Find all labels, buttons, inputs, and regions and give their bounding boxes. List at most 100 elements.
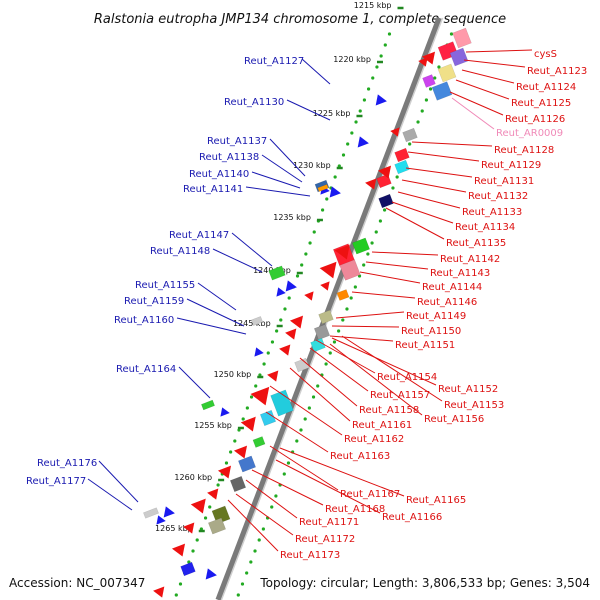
leader-line-right: [331, 325, 400, 328]
gene-arrow-blue: [375, 94, 387, 106]
gene-arrow-red: [171, 543, 186, 557]
track-dot-left: [295, 274, 300, 278]
gene-block: [259, 409, 277, 427]
gene-label-left: Reut_A1159: [124, 296, 184, 307]
gene-block-left: [250, 316, 264, 326]
gene-label-left: Reut_A1155: [135, 280, 195, 291]
track-dot-left: [262, 362, 266, 366]
gene-arrow-red: [421, 51, 436, 65]
track-dot-right: [408, 142, 412, 146]
leader-line-right: [265, 411, 329, 453]
track-dot-right: [424, 98, 428, 102]
topology-label: Topology: circular; Length: 3,806,533 bp…: [259, 576, 590, 590]
track-dot-left: [358, 109, 362, 113]
gene-label-left: Reut_A1148: [150, 246, 210, 257]
track-dot-right: [261, 527, 265, 531]
leader-line-left: [186, 298, 245, 327]
kbp-tick-label: 1260 kbp: [174, 473, 212, 482]
gene-arrow-blue: [205, 568, 217, 580]
leader-line-right: [329, 343, 423, 416]
track-dot-right: [449, 32, 454, 36]
track-dot-left: [350, 131, 354, 135]
leader-line-left: [212, 248, 263, 273]
leader-line-right: [385, 207, 445, 240]
track-dot-left: [325, 197, 329, 201]
track-dot-right: [282, 472, 286, 476]
gene-label-right: Reut_A1172: [295, 534, 355, 545]
gene-label-right: Reut_A1163: [330, 451, 390, 462]
leader-line-left: [245, 186, 311, 197]
gene-label-left: Reut_A1141: [183, 184, 243, 195]
track-dot-right: [257, 538, 261, 542]
gene-arrow-red: [390, 127, 400, 137]
leader-line-right: [235, 493, 294, 536]
track-dot-right: [249, 560, 253, 564]
gene-block-left: [317, 184, 329, 192]
gene-block: [402, 127, 418, 143]
track-dot-right: [303, 417, 307, 421]
gene-block: [294, 357, 310, 373]
gene-label-right: Reut_A1171: [299, 517, 359, 528]
map-body: 1215 kbp 1220 kbp 1225 kbp 1230 kbp 1235 kbp…: [26, 1, 587, 600]
gene-label-left: Reut_A1137: [207, 136, 267, 147]
gene-arrow-red: [267, 370, 279, 382]
leader-line-right: [371, 251, 439, 256]
track-dot-left: [354, 120, 358, 124]
track-dot-left: [379, 54, 383, 58]
kbp-tick-label: 1255 kbp: [194, 421, 232, 430]
track-dot-left: [224, 461, 229, 465]
leader-line-right: [335, 311, 405, 319]
track-dot-left: [249, 395, 254, 399]
gene-block: [270, 389, 294, 417]
leader-line-left: [87, 478, 133, 511]
leader-line-left: [301, 58, 331, 85]
leader-line-left: [178, 366, 211, 399]
leader-line-left: [231, 232, 273, 267]
track-dot-right: [236, 593, 240, 597]
gene-label-right: Reut_A1149: [406, 311, 466, 322]
leader-line-right: [331, 337, 437, 386]
gene-arrow-red: [320, 281, 330, 291]
gene-label-right: Reut_A1123: [527, 66, 587, 77]
track-dot-right: [274, 494, 278, 498]
gene-label-left: Reut_A1130: [224, 97, 284, 108]
gene-arrow-blue: [329, 186, 341, 198]
gene-label-right: cysS: [534, 49, 557, 60]
backbone-highlight: [220, 17, 444, 600]
gene-arrow-red: [418, 57, 428, 67]
track-dot-right: [307, 406, 311, 410]
leader-line-right: [365, 261, 429, 270]
backbone-line: [215, 16, 443, 600]
gene-arrow-blue: [163, 506, 175, 518]
gene-arrow-red: [153, 586, 165, 598]
gene-arrow-red: [240, 416, 256, 432]
gene-label-right: Reut_A1128: [494, 145, 554, 156]
track-dot-right: [270, 505, 274, 509]
leader-line-left: [251, 171, 301, 189]
leader-line-right: [245, 479, 298, 519]
track-dot-right: [395, 175, 399, 179]
gene-block: [229, 475, 247, 493]
gene-label-right: Reut_A1156: [424, 414, 484, 425]
track-dot-left: [304, 252, 308, 256]
leader-line-right: [251, 469, 324, 506]
gene-label-right: Reut_A1150: [401, 326, 461, 337]
track-dot-left: [254, 384, 258, 388]
track-dot-right: [349, 296, 353, 300]
track-dot-right: [370, 241, 374, 245]
track-dot-left: [287, 296, 291, 300]
gene-arrow-blue: [220, 407, 230, 417]
kbp-tick-label: 1215 kbp: [354, 1, 392, 10]
kbp-tick-label: 1235 kbp: [273, 213, 311, 222]
leader-line-left: [98, 460, 139, 503]
track-dot-right: [433, 76, 437, 80]
gene-arrow-red: [250, 386, 270, 406]
leader-line-right: [275, 459, 381, 514]
track-dot-left: [300, 263, 304, 267]
track-dot-right: [245, 571, 249, 575]
gene-arrow-red: [217, 465, 232, 479]
leader-line-right: [269, 385, 343, 436]
gene-arrow-red: [279, 344, 291, 356]
gene-block: [437, 63, 457, 83]
